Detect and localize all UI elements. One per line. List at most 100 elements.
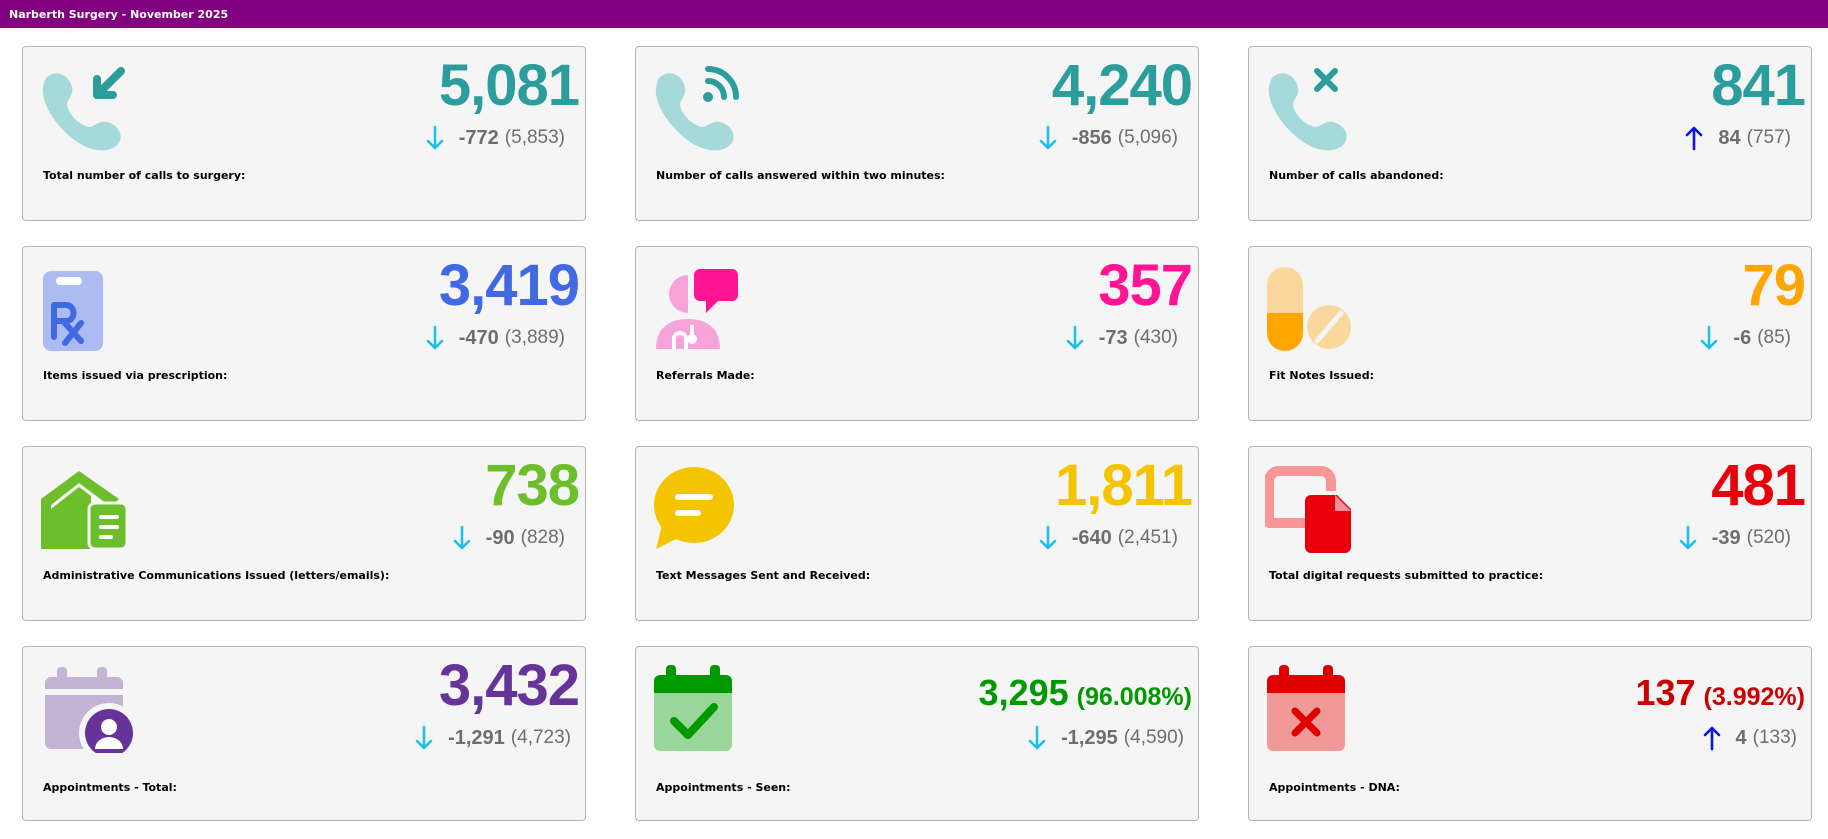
doctor-chat-icon: [652, 265, 748, 353]
stat-percent: (96.008%): [1076, 683, 1192, 711]
stat-card-appointments-dna: 137 (3.992%) 4 (133) Appointments - DNA:: [1248, 646, 1812, 821]
change-value: 4: [1735, 726, 1747, 749]
stat-value: 137 (3.992%): [1635, 669, 1805, 721]
arrow-down-icon: [1027, 725, 1047, 751]
previous-value: (4,590): [1123, 727, 1184, 748]
calendar-person-icon: [39, 665, 135, 753]
stat-label: Text Messages Sent and Received:: [656, 569, 871, 582]
prescription-clipboard-icon: [39, 265, 135, 353]
message-bubble-icon: [652, 465, 748, 553]
digital-document-icon: [1265, 465, 1361, 553]
stat-percent: (3.992%): [1703, 683, 1805, 711]
stat-change: 84 (757): [1684, 125, 1791, 151]
stat-label: Items issued via prescription:: [43, 369, 228, 382]
stat-value: 1,811: [1055, 453, 1193, 518]
stat-change: -470 (3,889): [425, 325, 565, 351]
stat-change: -1,291 (4,723): [414, 725, 571, 751]
stat-card-prescriptions: 3,419 -470 (3,889) Items issued via pres…: [22, 246, 586, 421]
stat-value: 4,240: [1051, 53, 1193, 118]
previous-value: (133): [1752, 727, 1797, 748]
stat-card-total-calls: 5,081 -772 (5,853) Total number of calls…: [22, 46, 586, 221]
stat-value: 3,295 (96.008%): [979, 669, 1192, 721]
stat-label: Appointments - Total:: [43, 781, 177, 794]
phone-signal-icon: [652, 65, 748, 153]
previous-value: (430): [1133, 327, 1178, 348]
change-value: -772: [458, 126, 499, 149]
change-value: -73: [1098, 326, 1128, 349]
arrow-down-icon: [1038, 525, 1058, 551]
stat-label: Number of calls abandoned:: [1269, 169, 1444, 182]
stat-value: 841: [1711, 53, 1806, 118]
stat-card-calls-abandoned: 841 84 (757) Number of calls abandoned:: [1248, 46, 1812, 221]
change-value: -90: [485, 526, 515, 549]
stat-card-calls-answered: 4,240 -856 (5,096) Number of calls answe…: [635, 46, 1199, 221]
previous-value: (3,889): [504, 327, 565, 348]
stat-card-digital-requests: 481 -39 (520) Total digital requests sub…: [1248, 446, 1812, 621]
stat-value: 5,081: [438, 53, 580, 118]
stat-value: 3,419: [438, 253, 580, 318]
arrow-down-icon: [1065, 325, 1085, 351]
stat-label: Total number of calls to surgery:: [43, 169, 246, 182]
stat-label: Appointments - DNA:: [1269, 781, 1400, 794]
stat-card-referrals: 357 -73 (430) Referrals Made:: [635, 246, 1199, 421]
stat-label: Appointments - Seen:: [656, 781, 791, 794]
stat-number: 137: [1635, 672, 1696, 713]
stat-change: -640 (2,451): [1038, 525, 1178, 551]
arrow-down-icon: [425, 125, 445, 151]
stat-label: Referrals Made:: [656, 369, 755, 382]
missed-call-icon: [1265, 65, 1361, 153]
arrow-up-icon: [1702, 725, 1722, 751]
previous-value: (2,451): [1117, 527, 1178, 548]
stat-change: -39 (520): [1678, 525, 1791, 551]
arrow-down-icon: [1038, 125, 1058, 151]
change-value: -856: [1071, 126, 1112, 149]
change-value: -39: [1711, 526, 1741, 549]
change-value: -1,291: [448, 726, 505, 749]
stat-change: -1,295 (4,590): [1027, 725, 1184, 751]
stat-label: Administrative Communications Issued (le…: [43, 569, 390, 582]
change-value: -6: [1733, 326, 1752, 349]
arrow-down-icon: [452, 525, 472, 551]
header-bar: Narberth Surgery - November 2025: [0, 0, 1828, 28]
previous-value: (4,723): [510, 727, 571, 748]
arrow-down-icon: [414, 725, 434, 751]
arrow-down-icon: [1699, 325, 1719, 351]
calendar-check-icon: [652, 665, 748, 753]
stat-card-fit-notes: 79 -6 (85) Fit Notes Issued:: [1248, 246, 1812, 421]
arrow-down-icon: [425, 325, 445, 351]
previous-value: (520): [1746, 527, 1791, 548]
page-title: Narberth Surgery - November 2025: [9, 8, 229, 21]
previous-value: (85): [1757, 327, 1791, 348]
change-value: -1,295: [1061, 726, 1118, 749]
stat-value: 481: [1711, 453, 1806, 518]
previous-value: (5,853): [504, 127, 565, 148]
stat-value: 357: [1098, 253, 1193, 318]
incoming-call-icon: [39, 65, 135, 153]
previous-value: (5,096): [1117, 127, 1178, 148]
stat-card-appointments-seen: 3,295 (96.008%) -1,295 (4,590) Appointmen…: [635, 646, 1199, 821]
house-letter-icon: [39, 465, 135, 553]
stat-change: 4 (133): [1702, 725, 1797, 751]
arrow-up-icon: [1684, 125, 1704, 151]
stat-value: 79: [1742, 253, 1806, 318]
stat-card-text-messages: 1,811 -640 (2,451) Text Messages Sent an…: [635, 446, 1199, 621]
stat-change: -772 (5,853): [425, 125, 565, 151]
arrow-down-icon: [1678, 525, 1698, 551]
previous-value: (757): [1746, 127, 1791, 148]
stat-value: 3,432: [438, 653, 580, 718]
stat-value: 738: [485, 453, 580, 518]
pills-icon: [1265, 265, 1361, 353]
change-value: -640: [1071, 526, 1112, 549]
stat-change: -856 (5,096): [1038, 125, 1178, 151]
stat-label: Total digital requests submitted to prac…: [1269, 569, 1544, 582]
stat-card-appointments-total: 3,432 -1,291 (4,723) Appointments - Tota…: [22, 646, 586, 821]
stat-change: -6 (85): [1699, 325, 1791, 351]
stat-change: -90 (828): [452, 525, 565, 551]
stat-label: Fit Notes Issued:: [1269, 369, 1374, 382]
stat-card-admin-comms: 738 -90 (828) Administrative Communicati…: [22, 446, 586, 621]
stat-change: -73 (430): [1065, 325, 1178, 351]
previous-value: (828): [520, 527, 565, 548]
stat-label: Number of calls answered within two minu…: [656, 169, 945, 182]
calendar-cross-icon: [1265, 665, 1361, 753]
change-value: -470: [458, 326, 499, 349]
